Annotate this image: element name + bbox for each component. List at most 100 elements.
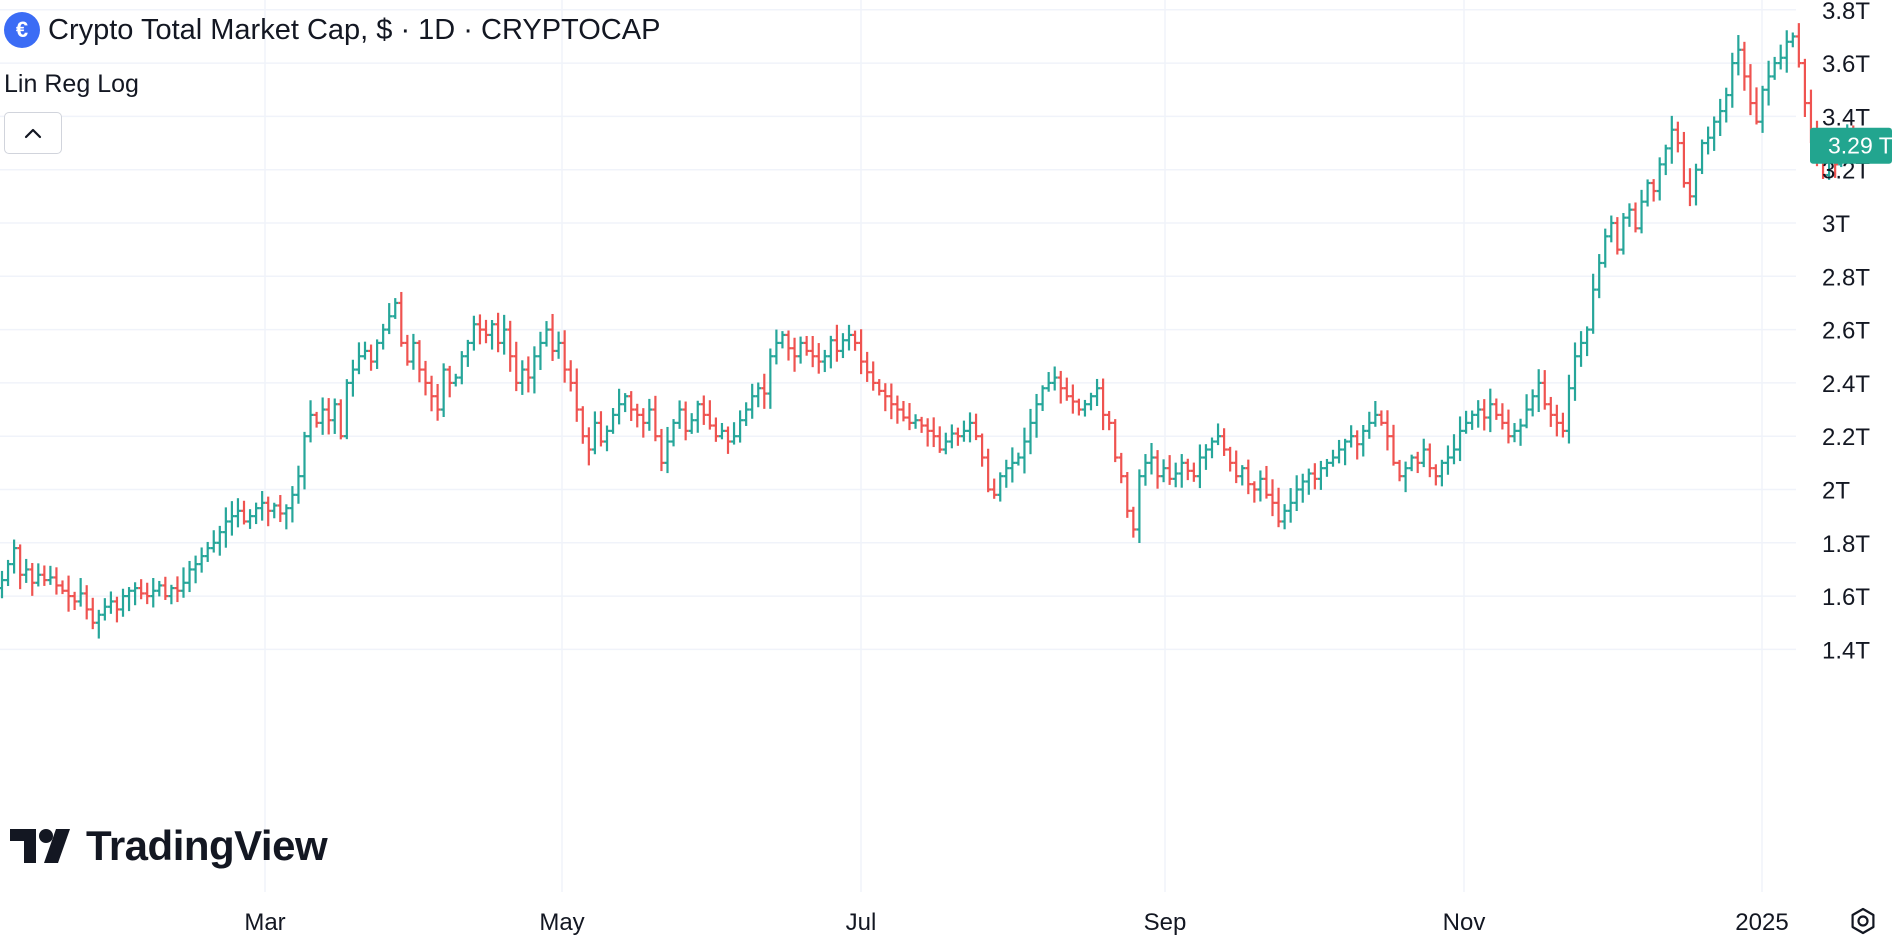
- ohlc-bar: [1148, 442, 1155, 475]
- ohlc-bar: [979, 433, 986, 467]
- ohlc-bar: [525, 356, 532, 393]
- ohlc-bar: [1753, 87, 1760, 125]
- vertical-grid: [264, 0, 1763, 892]
- ohlc-bar: [1336, 439, 1343, 464]
- ohlc-bar: [1354, 430, 1361, 460]
- ohlc-bar: [1529, 389, 1536, 417]
- ohlc-bar: [1209, 437, 1215, 459]
- ohlc-bar: [973, 413, 980, 441]
- ohlc-bar: [864, 351, 871, 382]
- ohlc-bar: [1584, 326, 1591, 357]
- ohlc-bar: [1535, 369, 1542, 413]
- ohlc-bar: [1100, 378, 1107, 431]
- ohlc-bar: [1202, 444, 1209, 470]
- ohlc-bar: [1342, 438, 1349, 466]
- horizontal-grid: [0, 9, 1796, 651]
- scale-reg-button[interactable]: Reg: [44, 70, 91, 98]
- scale-log-button[interactable]: Log: [97, 70, 139, 98]
- ohlc-bar: [827, 335, 834, 369]
- ohlc-bar: [1051, 366, 1058, 391]
- ohlc-bar: [833, 324, 840, 362]
- ohlc-bar: [216, 525, 223, 556]
- ohlc-bar: [1094, 378, 1101, 406]
- ohlc-bar: [1565, 374, 1572, 444]
- chart-header[interactable]: € Crypto Total Market Cap, $ · 1D · CRYP…: [4, 12, 660, 48]
- ohlc-bar: [731, 422, 738, 445]
- ohlc-bar: [1717, 98, 1724, 137]
- ohlc-bar: [489, 320, 496, 350]
- price-axis: 1.4T1.6T1.8T2T2.2T2.4T2.6T2.8T3T3.2T3.4T…: [1822, 0, 1870, 664]
- ohlc-bar: [138, 579, 145, 600]
- ohlc-bar: [307, 400, 314, 443]
- tradingview-logo[interactable]: TradingView: [8, 822, 328, 870]
- y-tick-label: 2.4T: [1822, 371, 1870, 398]
- scale-mode-buttons: Lin Reg Log: [4, 70, 139, 99]
- ohlc-bar: [59, 580, 66, 595]
- ohlc-bar: [549, 313, 556, 361]
- ohlc-bar: [1112, 419, 1119, 463]
- ohlc-bar: [622, 393, 629, 413]
- scale-lin-button[interactable]: Lin: [4, 70, 38, 98]
- ohlc-bar: [301, 431, 308, 490]
- ohlc-bar: [1699, 139, 1706, 175]
- ohlc-bar: [1323, 458, 1330, 477]
- ohlc-bar: [277, 495, 284, 523]
- ohlc-bar: [821, 349, 828, 373]
- ohlc-bar: [1281, 504, 1288, 530]
- ohlc-bar: [1620, 213, 1627, 255]
- ohlc-bar: [65, 575, 72, 612]
- x-tick-label: Mar: [244, 909, 285, 936]
- ohlc-bar: [1166, 455, 1173, 485]
- ohlc-bar: [271, 502, 278, 519]
- ohlc-bar: [325, 398, 332, 435]
- y-tick-label: 1.8T: [1822, 531, 1870, 558]
- ohlc-bar: [1239, 465, 1246, 486]
- ohlc-bar: [374, 339, 381, 369]
- ohlc-bar: [1221, 428, 1228, 456]
- ohlc-bar: [464, 339, 471, 367]
- ohlc-bar: [222, 507, 229, 548]
- ohlc-bar: [113, 596, 120, 623]
- ohlc-bar: [1360, 425, 1367, 457]
- ohlc-bar: [815, 343, 822, 374]
- ohlc-bar: [1124, 472, 1131, 518]
- chart-settings-button[interactable]: [1846, 904, 1880, 938]
- ohlc-bar: [1451, 434, 1457, 465]
- ohlc-bar: [1142, 454, 1149, 486]
- ohlc-bar: [1680, 131, 1687, 188]
- ohlc-bar: [785, 330, 792, 361]
- ohlc-bar: [283, 504, 290, 530]
- ohlc-bar: [1118, 452, 1125, 484]
- ohlc-bar: [1081, 399, 1088, 417]
- ohlc-bar: [1638, 189, 1645, 234]
- ohlc-bar: [688, 413, 695, 434]
- ohlc-bar: [1015, 452, 1022, 466]
- ohlc-bar: [1257, 470, 1264, 502]
- ohlc-bar: [1499, 403, 1506, 430]
- ohlc-bar: [1795, 23, 1802, 68]
- ohlc-bar: [483, 319, 489, 344]
- ohlc-bar: [1402, 461, 1409, 493]
- ohlc-bar: [507, 320, 514, 372]
- ohlc-bar: [918, 416, 925, 433]
- ohlc-bar: [718, 423, 725, 440]
- ohlc-bar: [646, 398, 653, 431]
- ohlc-bar: [537, 331, 544, 370]
- ohlc-bar: [440, 363, 447, 418]
- ohlc-bar: [162, 576, 169, 600]
- ohlc-bar: [604, 425, 610, 452]
- ohlc-bar: [803, 335, 810, 356]
- ohlc-bar: [476, 314, 483, 345]
- collapse-legend-button[interactable]: [4, 112, 62, 154]
- ohlc-bar: [591, 411, 598, 455]
- ohlc-bar: [924, 418, 931, 447]
- ohlc-bar: [1305, 468, 1312, 495]
- ohlc-bar: [1299, 473, 1306, 503]
- ohlc-bar: [1559, 412, 1566, 438]
- x-tick-label: Jul: [846, 909, 877, 936]
- ohlc-bar: [1475, 400, 1482, 428]
- ohlc-bar: [846, 324, 852, 351]
- ohlc-bar: [991, 478, 998, 499]
- ohlc-bar: [1130, 506, 1137, 538]
